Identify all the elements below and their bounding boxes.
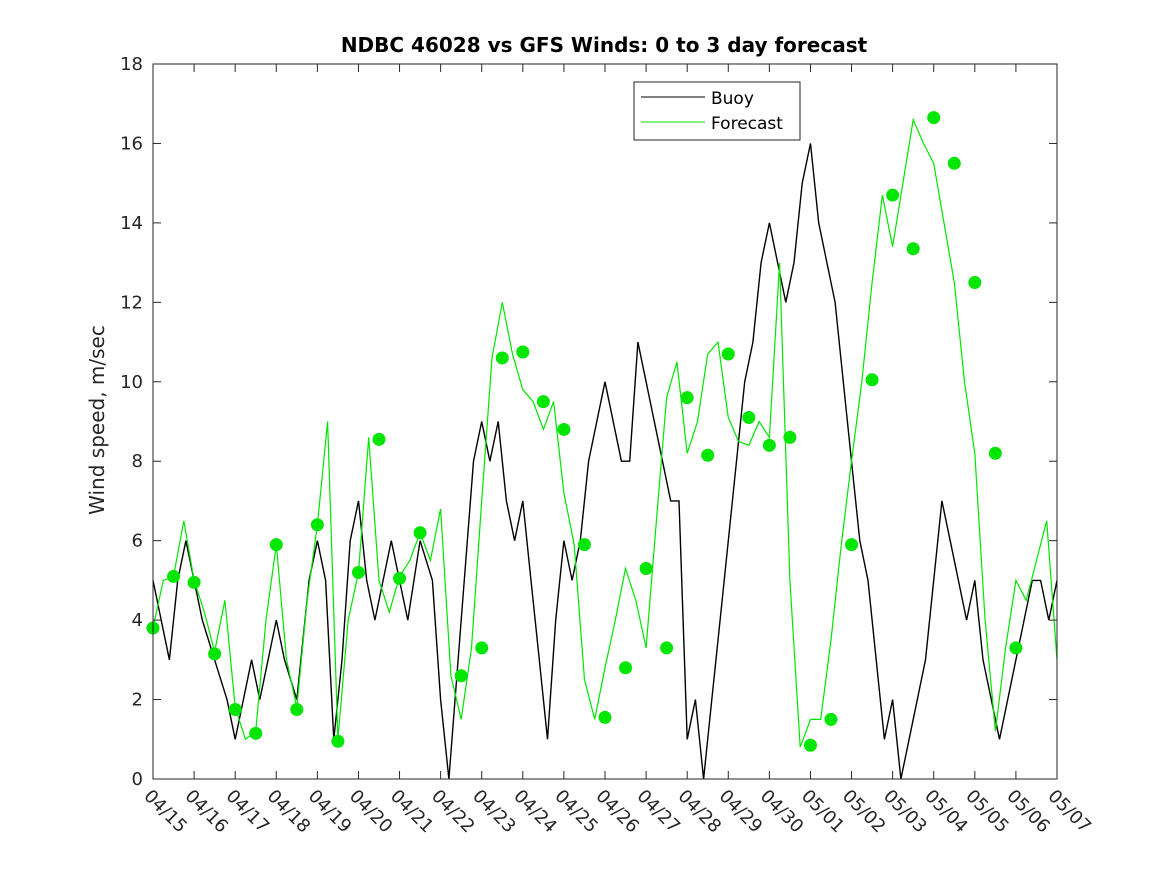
forecast-marker [660, 641, 674, 655]
forecast-marker [331, 734, 345, 748]
forecast-marker [721, 347, 735, 361]
y-tick-label: 14 [120, 213, 143, 234]
y-tick-label: 4 [132, 610, 143, 631]
forecast-marker [865, 373, 879, 387]
forecast-marker [947, 156, 961, 170]
forecast-marker [968, 275, 982, 289]
forecast-series [152, 117, 1058, 748]
plot-area [153, 64, 1057, 779]
forecast-marker [516, 345, 530, 359]
forecast-marker [372, 432, 386, 446]
forecast-marker [619, 661, 633, 675]
y-axis-label: Wind speed, m/sec [85, 325, 109, 515]
legend-box [633, 81, 801, 141]
forecast-line [152, 117, 1058, 748]
forecast-marker [536, 395, 550, 409]
forecast-marker [988, 446, 1002, 460]
forecast-marker [167, 569, 181, 583]
forecast-marker [351, 565, 365, 579]
y-tick-label: 10 [120, 372, 143, 393]
y-tick-label: 0 [132, 769, 143, 790]
forecast-marker [290, 702, 304, 716]
y-tick-label: 18 [120, 54, 143, 75]
forecast-marker [393, 571, 407, 585]
forecast-marker [208, 647, 222, 661]
forecast-marker [701, 448, 715, 462]
buoy-line [152, 143, 1058, 780]
forecast-marker [249, 726, 263, 740]
forecast-marker [762, 438, 776, 452]
legend-buoy-label: Buoy [711, 89, 754, 109]
forecast-marker [845, 538, 859, 552]
buoy-series [152, 143, 1058, 780]
forecast-marker [927, 111, 941, 125]
forecast-marker [783, 430, 797, 444]
forecast-markers [146, 111, 1023, 752]
chart-title: NDBC 46028 vs GFS Winds: 0 to 3 day fore… [341, 33, 868, 57]
y-tick-label: 12 [120, 292, 143, 313]
y-tick-label: 6 [132, 531, 143, 552]
forecast-marker [187, 575, 201, 589]
forecast-marker [824, 712, 838, 726]
y-tick-label: 8 [132, 451, 143, 472]
forecast-marker [413, 526, 427, 540]
legend-forecast-label: Forecast [711, 114, 783, 134]
forecast-marker [906, 242, 920, 256]
forecast-marker [742, 411, 756, 425]
forecast-marker [454, 669, 468, 683]
forecast-marker [577, 538, 591, 552]
forecast-marker [310, 518, 324, 532]
forecast-marker [228, 702, 242, 716]
forecast-marker [639, 561, 653, 575]
legend: Buoy Forecast [633, 81, 801, 141]
forecast-marker [803, 738, 817, 752]
y-axis: 0 2 4 6 8 10 12 14 16 18 [120, 54, 1057, 790]
forecast-marker [495, 351, 509, 365]
forecast-marker [269, 538, 283, 552]
y-tick-label: 2 [132, 690, 143, 711]
forecast-marker [475, 641, 489, 655]
forecast-marker [1009, 641, 1023, 655]
forecast-marker [557, 422, 571, 436]
forecast-marker [598, 710, 612, 724]
y-tick-label: 16 [120, 133, 143, 154]
forecast-marker [886, 188, 900, 202]
forecast-marker [680, 391, 694, 405]
